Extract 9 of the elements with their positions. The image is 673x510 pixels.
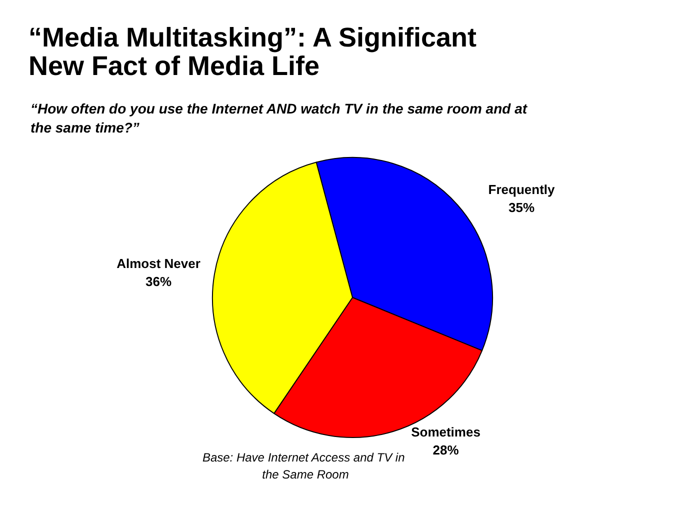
slice-label: Frequently [488,182,556,197]
slice-label: Sometimes [411,424,480,440]
chart-title: “Media Multitasking”: A Significant New Fact of Media Life [28,22,477,81]
slice-label: Almost Never [116,256,200,272]
text: Base: Have Internet Access and TV in the Same Room [202,450,406,482]
data-label: 36% [145,274,172,290]
data-label: 35% [508,200,535,215]
chart-subtitle: “How often do you use the Internet AND watch TV in the same room and at the same time?” [30,100,528,136]
data-label: 28% [432,442,460,458]
